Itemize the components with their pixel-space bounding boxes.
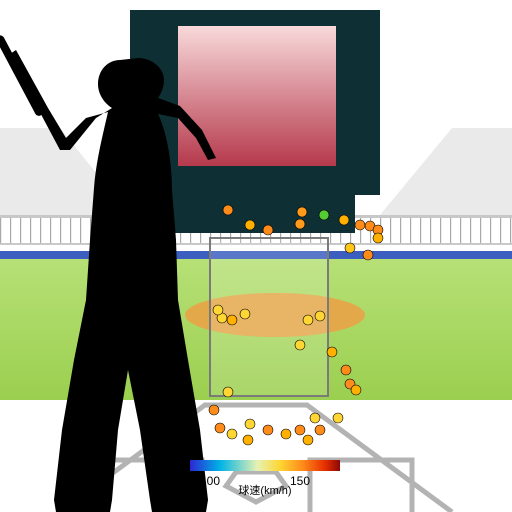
svg-text:100: 100 xyxy=(200,474,220,488)
chart-svg: 100 150球速(km/h) xyxy=(0,0,512,512)
svg-text:150: 150 xyxy=(290,474,310,488)
axis-label: 球速(km/h) xyxy=(238,483,291,497)
pitch-location-chart: 100 150球速(km/h) xyxy=(0,0,512,512)
